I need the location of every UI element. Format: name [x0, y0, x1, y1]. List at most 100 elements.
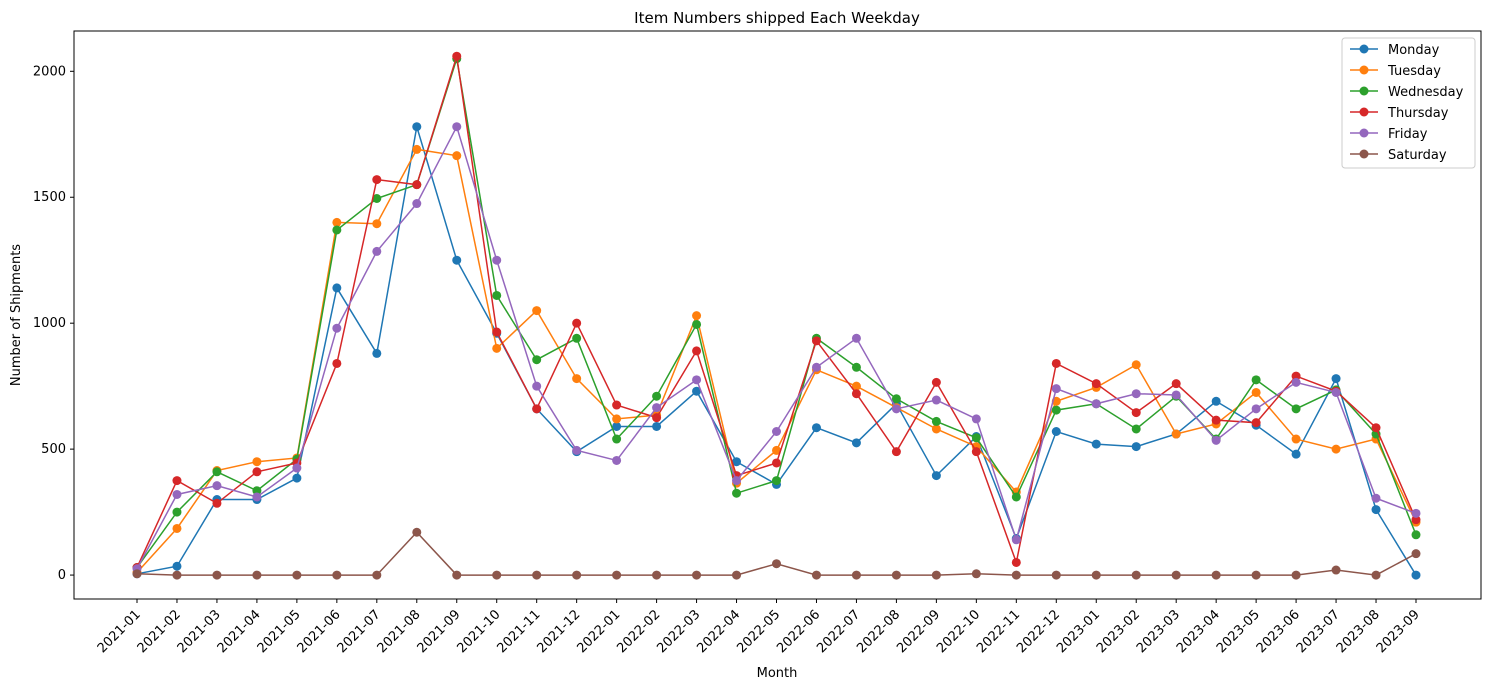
data-point-thursday — [452, 51, 462, 61]
y-tick-label: 2000 — [33, 64, 66, 79]
data-point-wednesday — [772, 476, 781, 486]
data-point-monday — [692, 386, 702, 396]
legend-label-tuesday: Tuesday — [1387, 64, 1441, 79]
data-point-wednesday — [1051, 405, 1061, 415]
data-point-tuesday — [692, 311, 702, 321]
data-point-wednesday — [212, 467, 222, 477]
data-point-tuesday — [332, 217, 342, 227]
data-point-saturday — [931, 570, 941, 580]
legend-label-thursday: Thursday — [1387, 106, 1449, 121]
x-tick-label: 2021-01 — [95, 607, 144, 656]
data-point-tuesday — [1131, 360, 1141, 370]
y-axis-label: Number of Shipments — [9, 244, 24, 386]
data-point-friday — [1251, 404, 1261, 414]
data-point-wednesday — [1291, 404, 1301, 414]
data-point-wednesday — [971, 433, 981, 443]
data-point-thursday — [1051, 358, 1061, 368]
data-point-saturday — [1411, 549, 1421, 559]
x-tick-label: 2023-08 — [1334, 607, 1383, 656]
x-tick-label: 2022-07 — [814, 607, 863, 656]
x-tick-label: 2021-04 — [215, 607, 264, 656]
data-point-monday — [732, 457, 742, 467]
x-tick-label: 2021-05 — [255, 607, 304, 656]
data-point-friday — [572, 445, 582, 455]
data-point-thursday — [971, 447, 981, 457]
data-point-tuesday — [532, 306, 542, 316]
x-tick-label: 2021-07 — [335, 607, 384, 656]
data-point-saturday — [612, 570, 622, 580]
data-point-friday — [931, 395, 941, 405]
legend-label-wednesday: Wednesday — [1388, 85, 1464, 100]
data-point-friday — [612, 455, 622, 465]
data-point-monday — [1331, 374, 1341, 384]
data-point-monday — [372, 348, 382, 358]
legend: Monday Tuesday Wednesday Thursday Friday Satu… — [1341, 37, 1476, 169]
data-point-monday — [811, 423, 821, 433]
data-point-thursday — [1251, 418, 1261, 428]
y-tick-label: 0 — [58, 568, 66, 583]
data-point-friday — [1051, 384, 1061, 394]
x-tick-label: 2021-08 — [375, 607, 424, 656]
data-point-saturday — [292, 570, 302, 580]
data-point-friday — [692, 375, 702, 385]
data-point-saturday — [452, 570, 462, 580]
data-point-tuesday — [252, 457, 262, 467]
data-point-monday — [332, 283, 342, 293]
data-point-friday — [1331, 387, 1341, 397]
data-point-monday — [652, 421, 662, 431]
data-point-saturday — [692, 570, 702, 580]
x-tick-label: 2022-10 — [934, 607, 983, 656]
x-tick-label: 2022-08 — [854, 607, 903, 656]
x-axis-label: Month — [757, 666, 798, 681]
data-point-friday — [971, 414, 981, 424]
data-point-wednesday — [652, 391, 662, 401]
data-point-wednesday — [332, 225, 342, 235]
data-point-wednesday — [931, 416, 941, 426]
data-point-thursday — [412, 180, 422, 190]
data-point-thursday — [772, 458, 781, 468]
data-point-saturday — [652, 570, 662, 580]
data-point-thursday — [1171, 379, 1181, 389]
data-point-monday — [1051, 426, 1061, 436]
x-tick-label: 2021-02 — [135, 607, 184, 656]
x-tick-label: 2022-02 — [614, 607, 663, 656]
x-tick-label: 2023-04 — [1174, 607, 1223, 656]
x-tick-label: 2022-12 — [1014, 607, 1063, 656]
data-point-friday — [1091, 399, 1101, 409]
data-point-tuesday — [1251, 387, 1261, 397]
data-point-friday — [772, 426, 781, 436]
series-line-tuesday — [136, 148, 1417, 574]
data-point-thursday — [372, 175, 382, 185]
data-point-saturday — [732, 570, 742, 580]
data-point-thursday — [1371, 423, 1381, 433]
data-point-thursday — [1131, 408, 1141, 418]
data-point-saturday — [532, 570, 542, 580]
x-tick-label: 2022-06 — [774, 607, 823, 656]
x-tick-label: 2022-09 — [894, 607, 943, 656]
data-point-thursday — [172, 476, 182, 486]
data-point-thursday — [1411, 515, 1421, 525]
legend-label-monday: Monday — [1388, 43, 1440, 58]
data-point-saturday — [1131, 570, 1141, 580]
data-point-friday — [332, 323, 342, 333]
data-point-thursday — [891, 447, 901, 457]
legend-marker-wednesday — [1359, 86, 1369, 96]
data-point-thursday — [252, 467, 262, 477]
plot-area: 05001000150020002021-012021-022021-03202… — [33, 30, 1482, 656]
data-point-wednesday — [492, 290, 502, 300]
data-point-friday — [1291, 377, 1301, 387]
x-tick-label: 2021-10 — [455, 607, 504, 656]
data-point-thursday — [332, 358, 342, 368]
data-point-monday — [1371, 505, 1381, 515]
data-point-friday — [452, 122, 462, 132]
series-line-wednesday — [136, 58, 1417, 568]
data-point-tuesday — [851, 381, 861, 391]
x-tick-label: 2023-09 — [1374, 607, 1423, 656]
data-point-tuesday — [412, 144, 422, 154]
data-point-monday — [1291, 449, 1301, 459]
data-point-tuesday — [492, 343, 502, 353]
x-tick-label: 2022-01 — [574, 607, 623, 656]
data-point-tuesday — [572, 374, 582, 384]
data-point-friday — [1131, 389, 1141, 399]
